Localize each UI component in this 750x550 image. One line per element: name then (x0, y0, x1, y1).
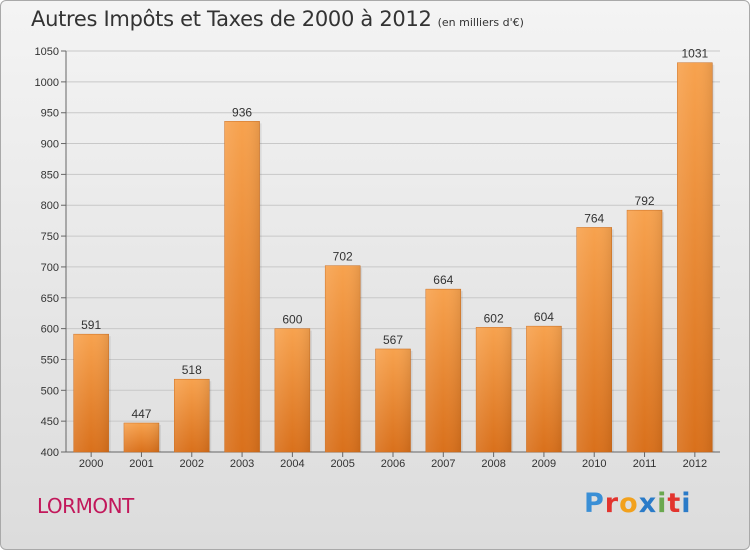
data-label: 600 (282, 313, 302, 327)
data-label: 664 (433, 273, 453, 287)
data-label: 764 (584, 211, 604, 225)
data-label: 792 (635, 194, 655, 208)
y-tick-label: 950 (41, 108, 59, 120)
bar-sheen (677, 62, 713, 453)
bar-sheen (325, 265, 361, 452)
logo-letter: i (681, 488, 692, 519)
x-tick-label: 2012 (683, 458, 707, 470)
chart-title-text: Autres Impôts et Taxes de 2000 à 2012 (31, 7, 432, 31)
x-tick-label: 2006 (381, 458, 405, 470)
y-tick-label: 650 (41, 293, 59, 305)
y-tick-label: 550 (41, 354, 59, 366)
x-tick-label: 2000 (79, 458, 103, 470)
data-label: 604 (534, 310, 554, 324)
data-label: 702 (333, 250, 353, 264)
y-tick-label: 1000 (35, 77, 59, 89)
y-tick-label: 800 (41, 200, 59, 212)
y-tick-label: 600 (41, 324, 59, 336)
y-tick-label: 750 (41, 231, 59, 243)
x-tick-label: 2007 (431, 458, 455, 470)
town-name: LORMONT (37, 494, 134, 518)
x-tick-label: 2001 (129, 458, 153, 470)
bar-sheen (476, 327, 512, 452)
logo-letter: r (604, 488, 620, 519)
y-tick-label: 1050 (35, 46, 59, 58)
bar-sheen (425, 289, 461, 452)
x-tick-label: 2002 (180, 458, 204, 470)
labels: 400 450 500 550 600 650 700 750 800 850 900 950 1000… (35, 46, 709, 470)
bar-sheen (526, 326, 562, 452)
data-label: 602 (484, 311, 504, 325)
logo-letter: P (584, 488, 605, 519)
data-label: 1031 (681, 47, 708, 61)
bar-sheen (627, 210, 663, 452)
data-label: 447 (131, 407, 151, 421)
data-label: 591 (81, 318, 101, 332)
bar-sheen (576, 227, 612, 452)
logo-letter: i (657, 488, 668, 519)
bar-sheen (73, 334, 109, 452)
bar-sheen (123, 423, 159, 452)
bar-sheen (174, 379, 210, 452)
y-tick-label: 500 (41, 385, 59, 397)
x-tick-label: 2009 (532, 458, 556, 470)
logo-letter: o (619, 488, 639, 519)
bars (73, 62, 715, 453)
y-tick-label: 900 (41, 139, 59, 151)
chart-subtitle: (en milliers d'€) (437, 16, 524, 29)
x-tick-label: 2008 (481, 458, 505, 470)
x-tick-label: 2003 (230, 458, 254, 470)
bar-sheen (274, 328, 310, 452)
data-label: 518 (182, 363, 202, 377)
y-tick-label: 700 (41, 262, 59, 274)
y-tick-label: 850 (41, 169, 59, 181)
y-tick-label: 450 (41, 416, 59, 428)
data-label: 936 (232, 105, 252, 119)
y-tick-label: 400 (41, 447, 59, 459)
bar-sheen (224, 121, 260, 453)
proxiti-logo: Proxiti (584, 488, 692, 519)
x-tick-label: 2011 (633, 458, 657, 470)
x-tick-label: 2010 (582, 458, 606, 470)
data-label: 567 (383, 333, 403, 347)
logo-letter: t (667, 488, 682, 519)
chart-title: Autres Impôts et Taxes de 2000 à 2012 (en… (31, 7, 524, 31)
x-tick-label: 2004 (280, 458, 304, 470)
logo-letter: x (638, 488, 658, 519)
bar-sheen (375, 348, 411, 452)
x-tick-label: 2005 (330, 458, 354, 470)
